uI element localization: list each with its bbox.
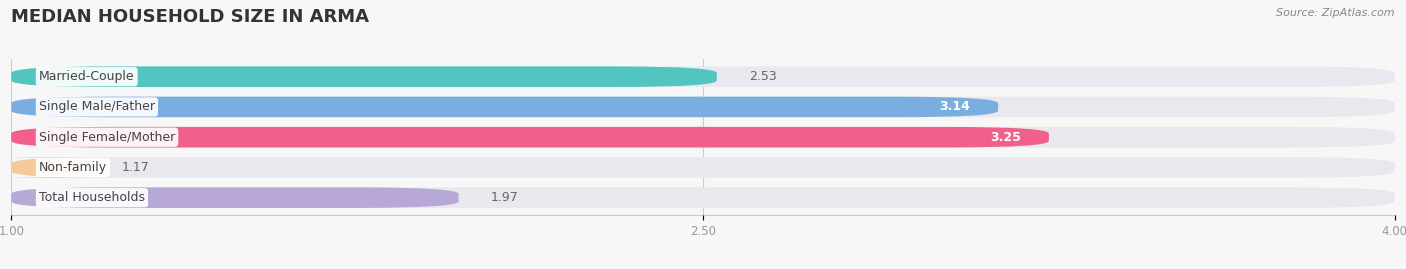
FancyBboxPatch shape xyxy=(0,157,112,178)
Text: Non-family: Non-family xyxy=(39,161,107,174)
Text: Married-Couple: Married-Couple xyxy=(39,70,135,83)
FancyBboxPatch shape xyxy=(11,187,458,208)
Text: MEDIAN HOUSEHOLD SIZE IN ARMA: MEDIAN HOUSEHOLD SIZE IN ARMA xyxy=(11,8,370,26)
Text: Source: ZipAtlas.com: Source: ZipAtlas.com xyxy=(1277,8,1395,18)
Text: Single Male/Father: Single Male/Father xyxy=(39,100,155,114)
FancyBboxPatch shape xyxy=(11,127,1395,147)
FancyBboxPatch shape xyxy=(11,97,998,117)
FancyBboxPatch shape xyxy=(11,97,1395,117)
FancyBboxPatch shape xyxy=(11,157,1395,178)
Text: Total Households: Total Households xyxy=(39,191,145,204)
FancyBboxPatch shape xyxy=(11,66,1395,87)
FancyBboxPatch shape xyxy=(11,127,1049,147)
Text: Single Female/Mother: Single Female/Mother xyxy=(39,131,176,144)
Text: 1.17: 1.17 xyxy=(122,161,149,174)
Text: 2.53: 2.53 xyxy=(749,70,778,83)
FancyBboxPatch shape xyxy=(11,187,1395,208)
Text: 3.14: 3.14 xyxy=(939,100,970,114)
FancyBboxPatch shape xyxy=(11,66,717,87)
Text: 1.97: 1.97 xyxy=(491,191,519,204)
Text: 3.25: 3.25 xyxy=(990,131,1021,144)
